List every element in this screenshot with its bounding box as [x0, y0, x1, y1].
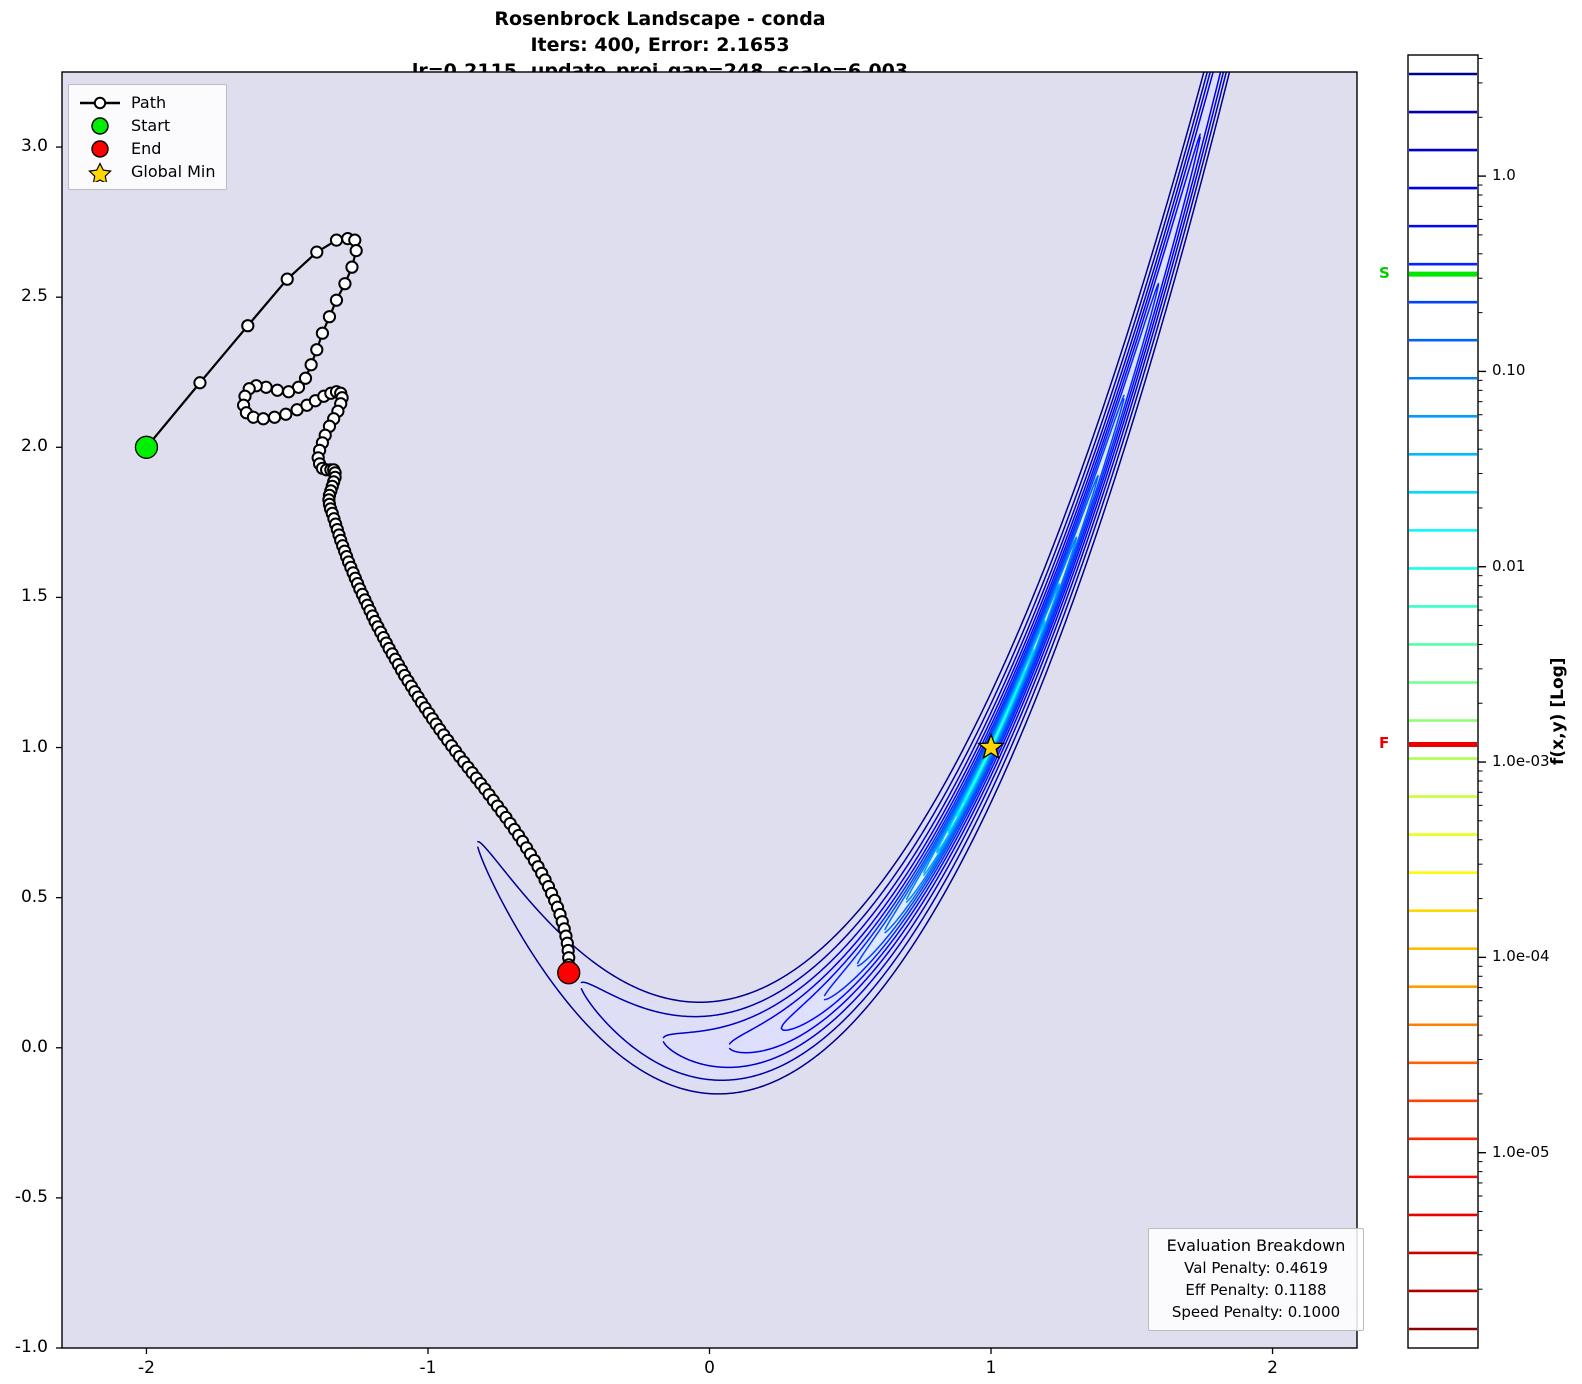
contour-fill [62, 72, 1357, 1348]
legend-label-path: Path [131, 93, 167, 112]
eval-eff-penalty: Eff Penalty: 0.1188 [1185, 1281, 1327, 1299]
path-marker [329, 233, 344, 247]
path-marker [267, 410, 282, 424]
colorbar-tick-label: 0.01 [1492, 556, 1526, 575]
end-point-marker [557, 961, 581, 985]
path-marker [310, 245, 324, 259]
path-marker [349, 244, 363, 258]
path-marker [270, 383, 284, 397]
title-line-1: Rosenbrock Landscape - conda [494, 8, 826, 30]
colorbar-axis-label: f(x,y) [Log] [1548, 657, 1568, 765]
x-tick-label: 1 [985, 1358, 997, 1378]
path-marker [345, 260, 359, 274]
axes-frame [56, 71, 1358, 1354]
y-tick-label: 2.0 [20, 436, 48, 457]
legend-label-global-min: Global Min [131, 162, 216, 181]
legend-item-start: Start [77, 114, 216, 137]
path-marker [304, 358, 318, 372]
star-icon [77, 161, 123, 183]
colorbar-frame [1407, 54, 1479, 1349]
colorbar-tick-label: 1.0e-04 [1492, 947, 1550, 966]
eval-speed-penalty: Speed Penalty: 0.1000 [1171, 1303, 1341, 1321]
path-marker [298, 371, 313, 385]
path-marker [256, 412, 270, 426]
legend-item-global-min: Global Min [77, 160, 216, 183]
colorbar-start-letter: S [1379, 264, 1390, 283]
legend-item-path: Path [77, 91, 216, 114]
optimization-path [139, 232, 576, 980]
eval-val-penalty: Val Penalty: 0.4619 [1184, 1259, 1328, 1277]
colorbar-tick-label: 1.0e-03 [1492, 752, 1550, 771]
path-marker [241, 319, 255, 333]
path-marker [280, 272, 294, 286]
colorbar-tick-label: 0.10 [1492, 361, 1526, 380]
x-tick-label: 2 [1267, 1358, 1278, 1378]
x-tick-label: 0 [704, 1358, 715, 1378]
path-marker [348, 233, 362, 247]
colorbar-end-letter: F [1379, 734, 1390, 753]
colorbar [1407, 54, 1486, 1349]
y-tick-label: 0.5 [20, 886, 48, 907]
eval-title: Evaluation Breakdown [1166, 1236, 1346, 1255]
contour-lines [477, 72, 1231, 1095]
x-tick-label: -2 [137, 1358, 155, 1378]
path-line-icon [77, 92, 123, 114]
colorbar-tick-label: 1.0 [1492, 166, 1516, 185]
legend-label-start: Start [131, 116, 171, 135]
legend-label-end: End [131, 139, 162, 158]
path-marker [338, 277, 352, 291]
path-marker [322, 310, 337, 324]
path-marker [282, 385, 296, 399]
end-marker-icon [77, 138, 123, 160]
y-tick-label: 0.0 [20, 1036, 48, 1057]
path-marker [315, 326, 330, 340]
path-marker [310, 343, 324, 357]
y-tick-label: 3.0 [20, 136, 48, 157]
evaluation-breakdown-box: Evaluation Breakdown Val Penalty: 0.4619… [1148, 1228, 1364, 1331]
global-min-star [976, 732, 1006, 760]
path-marker [279, 407, 293, 421]
start-point-marker [134, 435, 159, 459]
legend: Path Start End Global M [68, 84, 227, 190]
x-tick-label: -1 [419, 1358, 437, 1378]
y-tick-label: -1.0 [14, 1337, 48, 1357]
y-tick-label: -0.5 [14, 1186, 48, 1207]
legend-item-end: End [77, 137, 216, 160]
path-marker [193, 376, 207, 390]
title-line-2: Iters: 400, Error: 2.1653 [530, 34, 790, 56]
y-tick-label: 1.5 [20, 586, 48, 607]
path-marker [329, 293, 344, 307]
colorbar-tick-label: 1.0e-05 [1492, 1142, 1550, 1161]
key-points [134, 435, 1006, 985]
y-tick-label: 1.0 [20, 736, 48, 757]
start-marker-icon [77, 115, 123, 137]
y-tick-label: 2.5 [20, 286, 48, 307]
